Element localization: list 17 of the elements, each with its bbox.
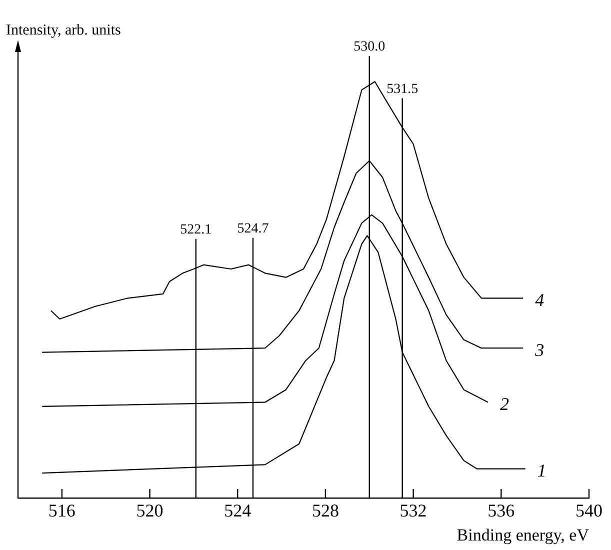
ref-line-label: 524.7 <box>237 222 269 237</box>
ref-line-label: 522.1 <box>180 222 212 238</box>
x-tick-label: 532 <box>400 500 427 521</box>
x-tick-label: 516 <box>48 500 76 521</box>
series-label: 3 <box>534 340 544 360</box>
y-axis-title: Intensity, arb. units <box>6 22 122 38</box>
x-axis-title: Binding energy, eV <box>456 525 590 544</box>
ref-line-label: 531.5 <box>386 82 418 97</box>
x-tick-label: 520 <box>136 500 164 521</box>
series-label: 1 <box>537 460 546 481</box>
x-tick-label: 540 <box>576 500 602 521</box>
series-label: 2 <box>500 394 509 414</box>
ref-line-label: 530.0 <box>354 40 386 55</box>
x-tick-label: 536 <box>488 500 515 521</box>
x-tick-label: 524 <box>224 500 252 521</box>
x-tick-label: 528 <box>312 500 339 521</box>
series-label: 4 <box>535 290 544 310</box>
